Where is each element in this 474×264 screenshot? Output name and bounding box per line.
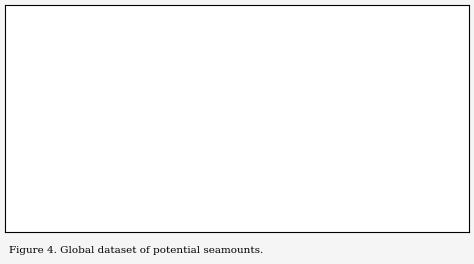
Text: Figure 4. Global dataset of potential seamounts.: Figure 4. Global dataset of potential se… [9,246,264,256]
